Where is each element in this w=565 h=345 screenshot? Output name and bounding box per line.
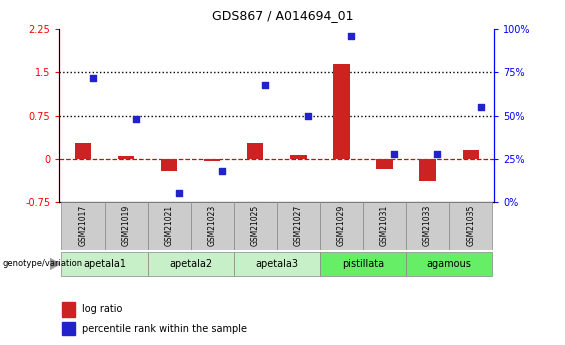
Text: GSM21023: GSM21023 [208, 204, 217, 246]
Point [175, 190, 184, 196]
Bar [333, 64, 350, 159]
Bar [419, 159, 436, 180]
Text: percentile rank within the sample: percentile rank within the sample [82, 324, 247, 334]
Polygon shape [50, 258, 60, 269]
Point [347, 33, 356, 39]
Text: apetala3: apetala3 [255, 259, 298, 269]
FancyBboxPatch shape [449, 202, 492, 250]
Text: agamous: agamous [427, 259, 472, 269]
FancyBboxPatch shape [62, 202, 105, 250]
Text: GSM21017: GSM21017 [79, 204, 88, 246]
FancyBboxPatch shape [234, 252, 320, 276]
FancyBboxPatch shape [105, 202, 147, 250]
FancyBboxPatch shape [147, 252, 234, 276]
FancyBboxPatch shape [320, 252, 406, 276]
FancyBboxPatch shape [406, 202, 449, 250]
Text: GSM21021: GSM21021 [164, 205, 173, 246]
FancyBboxPatch shape [363, 202, 406, 250]
Bar [463, 150, 479, 159]
Text: GSM21033: GSM21033 [423, 204, 432, 246]
FancyBboxPatch shape [191, 202, 234, 250]
Text: GSM21029: GSM21029 [337, 204, 346, 246]
Point [260, 82, 270, 87]
FancyBboxPatch shape [406, 252, 492, 276]
Text: genotype/variation: genotype/variation [3, 259, 83, 268]
Text: GSM21027: GSM21027 [294, 204, 303, 246]
Bar [62, 302, 75, 317]
Bar [161, 159, 177, 171]
Text: GDS867 / A014694_01: GDS867 / A014694_01 [212, 9, 353, 22]
Text: pistillata: pistillata [342, 259, 384, 269]
Point [476, 104, 485, 110]
Bar [62, 322, 75, 335]
Bar [376, 159, 393, 169]
FancyBboxPatch shape [277, 202, 320, 250]
Point [88, 75, 97, 80]
Bar [204, 159, 220, 161]
Bar [118, 156, 134, 159]
Text: apetala2: apetala2 [169, 259, 212, 269]
Bar [290, 155, 307, 159]
FancyBboxPatch shape [234, 202, 277, 250]
Text: GSM21035: GSM21035 [466, 204, 475, 246]
Point [132, 116, 141, 122]
Text: GSM21025: GSM21025 [251, 204, 260, 246]
FancyBboxPatch shape [320, 202, 363, 250]
Bar [247, 142, 263, 159]
Point [304, 113, 313, 118]
Text: GSM21031: GSM21031 [380, 204, 389, 246]
Text: GSM21019: GSM21019 [121, 204, 131, 246]
Point [218, 168, 227, 174]
Text: log ratio: log ratio [82, 304, 122, 314]
Point [433, 151, 442, 156]
FancyBboxPatch shape [147, 202, 191, 250]
Point [390, 151, 399, 156]
Text: apetala1: apetala1 [83, 259, 126, 269]
Bar [75, 142, 91, 159]
FancyBboxPatch shape [62, 252, 147, 276]
